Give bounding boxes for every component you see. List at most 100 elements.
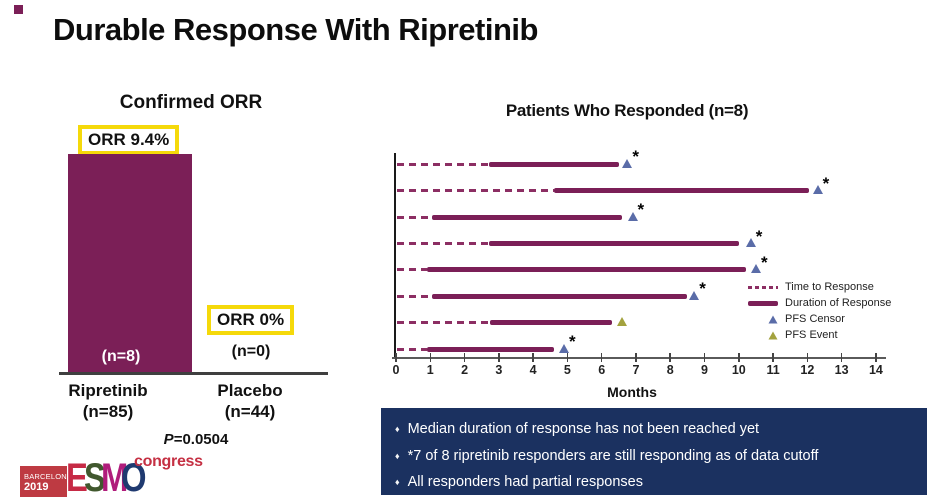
title-accent-square xyxy=(14,5,23,14)
x-axis-tick xyxy=(703,352,706,362)
pfs-censor-triangle-icon xyxy=(689,290,700,300)
x-axis-title: Months xyxy=(607,384,657,400)
x-axis-tick-label: 0 xyxy=(392,363,400,377)
x-axis-tick-label: 2 xyxy=(461,363,469,377)
time-to-response-segment xyxy=(397,242,489,245)
still-responding-asterisk: * xyxy=(637,200,645,220)
orr-baseline-axis xyxy=(59,372,328,375)
pfs-censor-triangle-icon xyxy=(558,343,569,353)
legend-entry: PFS Censor xyxy=(746,313,891,325)
duration-of-response-bar xyxy=(426,346,554,352)
x-axis-tick xyxy=(669,352,671,362)
x-axis-tick xyxy=(738,352,740,362)
dashed-line-icon xyxy=(748,285,778,289)
esmo-letter: O xyxy=(121,456,147,498)
x-axis-tick xyxy=(429,352,432,362)
x-axis-tick-label: 5 xyxy=(563,363,571,377)
bar-n-label: (n=8) xyxy=(101,348,141,365)
key-point-text: *7 of 8 ripretinib responders are still … xyxy=(407,447,819,464)
x-axis-tick xyxy=(463,352,466,362)
orr-value-badge-placebo: ORR 0% xyxy=(207,305,295,335)
esmo-letter: E xyxy=(66,456,88,498)
time-to-response-segment xyxy=(397,162,489,166)
x-axis-tick xyxy=(566,352,569,362)
swimmer-title: Patients Who Responded (n=8) xyxy=(505,101,749,120)
legend-label: Duration of Response xyxy=(785,297,892,309)
time-to-response-segment xyxy=(397,294,432,298)
duration-of-response-bar xyxy=(431,214,623,220)
x-axis-tick-label: 11 xyxy=(766,363,780,377)
x-axis-tick xyxy=(600,352,603,362)
legend-entry: Duration of Response xyxy=(746,297,891,309)
key-points-banner: ♦ Median duration of response has not bee… xyxy=(381,408,927,495)
time-to-response-segment xyxy=(397,268,427,272)
x-axis-tick-label: 7 xyxy=(632,363,640,377)
orr-chart-title: Confirmed ORR xyxy=(119,92,263,113)
x-axis-tick xyxy=(532,352,534,362)
key-points-list: ♦ Median duration of response has not bee… xyxy=(381,408,927,496)
p-symbol: P xyxy=(163,431,174,448)
pfs-censor-triangle-icon xyxy=(622,158,633,168)
key-point-item: ♦ Median duration of response has not bee… xyxy=(393,416,927,443)
pfs-censor-triangle-icon xyxy=(750,264,761,274)
duration-of-response-bar xyxy=(488,241,739,246)
key-point-text: Median duration of response has not been… xyxy=(407,421,760,438)
orr-value-badge-ripretinib: ORR 9.4% xyxy=(78,125,180,155)
x-axis-tick-label: 9 xyxy=(701,363,708,377)
duration-of-response-bar xyxy=(490,320,612,326)
diamond-bullet-icon: ♦ xyxy=(395,424,400,435)
x-axis-tick-label: 10 xyxy=(731,363,746,377)
ripretinib-bar: (n=8) xyxy=(68,154,192,373)
still-responding-asterisk: * xyxy=(760,252,768,272)
pfs-censor-triangle-icon xyxy=(768,314,778,324)
axis-label-ripretinib: Ripretinib xyxy=(68,381,148,400)
x-axis-tick xyxy=(635,352,637,362)
legend-entry: PFS Event xyxy=(746,329,891,341)
solid-line-icon xyxy=(748,300,778,306)
slide-title: Durable Response With Ripretinib xyxy=(53,12,538,47)
time-to-response-segment xyxy=(397,321,491,325)
esmo-letter: S xyxy=(84,456,106,498)
axis-label-placebo: Placebo xyxy=(217,381,283,400)
time-to-response-segment xyxy=(397,215,432,219)
still-responding-asterisk: * xyxy=(632,147,639,167)
legend-label: PFS Event xyxy=(785,329,838,341)
x-axis-tick xyxy=(875,352,877,362)
esmo-letter: M xyxy=(101,456,129,498)
pfs-censor-triangle-icon xyxy=(812,185,823,195)
x-axis-tick xyxy=(840,352,843,362)
x-axis-tick-label: 13 xyxy=(834,363,849,377)
x-axis-tick xyxy=(772,352,774,362)
x-axis-tick-label: 14 xyxy=(868,363,883,377)
pfs-event-triangle-icon xyxy=(617,317,628,327)
x-axis-tick-label: 6 xyxy=(598,363,606,377)
swimmer-y-axis xyxy=(394,153,396,358)
placebo-n-label: (n=0) xyxy=(231,343,271,360)
x-axis-tick xyxy=(498,352,500,362)
x-axis-tick-label: 1 xyxy=(426,363,434,377)
legend-label: PFS Censor xyxy=(785,313,845,325)
legend-entry: Time to Response xyxy=(746,281,891,293)
key-point-item: ♦ *7 of 8 ripretinib responders are still… xyxy=(393,443,927,470)
p-number: =0.0504 xyxy=(173,431,229,448)
pfs-event-triangle-icon xyxy=(768,330,778,340)
x-axis-tick xyxy=(395,352,397,362)
axis-sublabel-ripretinib: (n=85) xyxy=(82,402,134,421)
swimmer-x-axis xyxy=(392,356,886,359)
diamond-bullet-icon: ♦ xyxy=(395,477,400,488)
duration-of-response-bar xyxy=(426,267,746,273)
time-to-response-segment xyxy=(397,189,554,193)
venue-year: 2019 xyxy=(24,481,49,493)
swimmer-legend: Time to Response Duration of Response PFS … xyxy=(746,281,891,341)
axis-sublabel-placebo: (n=44) xyxy=(224,402,276,421)
x-axis-tick-label: 12 xyxy=(800,363,815,377)
still-responding-asterisk: * xyxy=(568,332,576,352)
pfs-censor-triangle-icon xyxy=(745,238,756,247)
congress-label: congress xyxy=(134,453,203,470)
key-point-item: ♦ All responders had partial responses xyxy=(393,469,927,496)
venue-city: BARCELONA xyxy=(24,472,73,481)
venue-badge: BARCELONA 2019 xyxy=(20,466,73,497)
still-responding-asterisk: * xyxy=(699,279,706,299)
